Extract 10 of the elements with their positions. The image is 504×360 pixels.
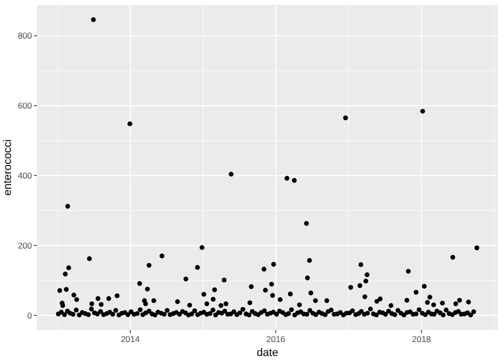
y-tick-label: 0 (27, 310, 32, 320)
x-tick-label: 2016 (266, 334, 286, 344)
x-tick-label: 2014 (120, 334, 140, 344)
y-axis-title: enterococci (2, 139, 14, 196)
y-tick-label: 800 (18, 30, 32, 41)
y-tick-label: 600 (18, 100, 32, 111)
y-tick-label: 400 (18, 170, 32, 181)
x-axis-title: date (256, 347, 278, 359)
x-tick-label: 2018 (412, 334, 432, 344)
y-tick-label: 200 (18, 240, 32, 250)
